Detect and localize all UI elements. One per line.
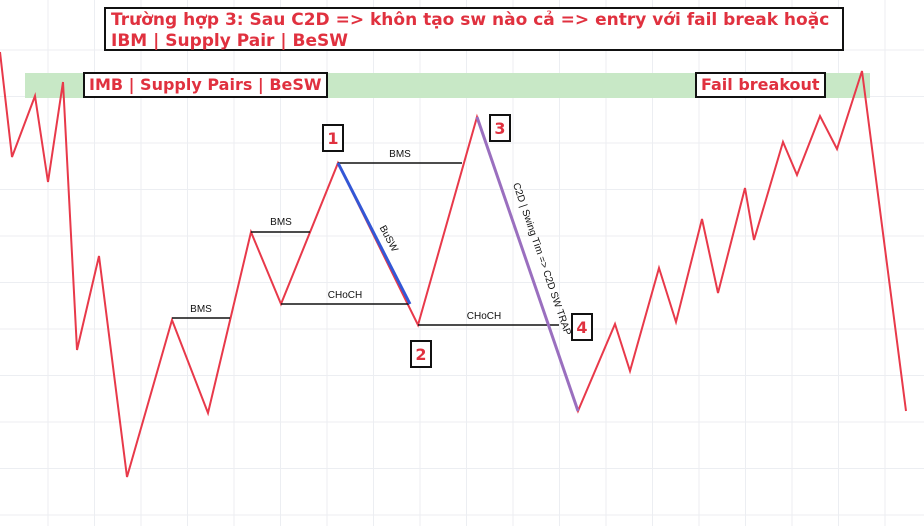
point-1-label: 1 [322, 124, 344, 152]
choch-label-2: CHoCH [467, 311, 501, 322]
c2d-leg [475, 116, 580, 412]
price-path [0, 51, 907, 478]
choch-label-1: CHoCH [328, 290, 362, 301]
title-text: Trường hợp 3: Sau C2D => khôn tạo sw nào… [111, 10, 830, 51]
title-box: Trường hợp 3: Sau C2D => khôn tạo sw nào… [104, 7, 844, 51]
point-3-label: 3 [489, 114, 511, 142]
bms-label-1: BMS [190, 304, 212, 315]
point-2-label: 2 [410, 340, 432, 368]
point-4-label: 4 [571, 313, 593, 341]
busw-leg [336, 162, 412, 305]
price-line [0, 51, 907, 478]
zone-left-label: IMB | Supply Pairs | BeSW [83, 72, 328, 98]
c2d-label: C2D | Swing Tìm => C2D SW TRAP [510, 181, 573, 337]
bms-label-2: BMS [270, 217, 292, 228]
bms-label-3: BMS [389, 149, 411, 160]
zone-right-label: Fail breakout [695, 72, 826, 98]
